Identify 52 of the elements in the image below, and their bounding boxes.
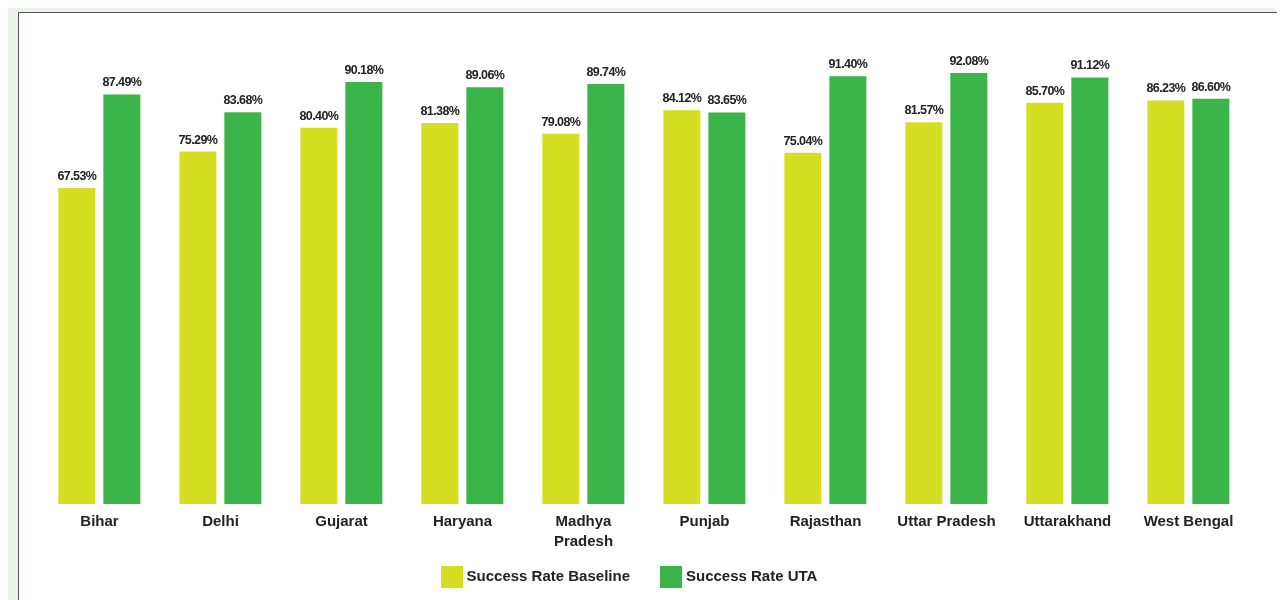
data-label: 91.12%	[1070, 58, 1110, 73]
bar	[905, 122, 943, 504]
data-label: 92.08%	[949, 54, 989, 68]
data-label: 83.68%	[223, 93, 263, 108]
data-label: 86.60%	[1191, 79, 1231, 94]
data-label: 79.08%	[541, 114, 581, 129]
bar	[466, 87, 504, 504]
bar	[1071, 77, 1109, 504]
bar	[421, 123, 459, 504]
bar	[103, 94, 141, 504]
bar	[345, 81, 383, 504]
bar	[829, 76, 867, 504]
data-label: 84.12%	[662, 91, 702, 106]
bar	[587, 83, 625, 504]
bar	[58, 187, 96, 504]
x-tick-label: West Bengal	[1143, 512, 1234, 529]
bar	[300, 127, 338, 504]
data-label: 67.53%	[57, 168, 97, 183]
x-tick-label: Madhya Pradesh	[553, 512, 614, 549]
x-tick-label: Delhi	[202, 512, 239, 529]
bar	[663, 110, 701, 504]
bar	[542, 133, 580, 504]
x-tick-label: Punjab	[679, 512, 730, 529]
data-label: 75.04%	[783, 133, 823, 148]
data-label: 91.40%	[828, 57, 868, 72]
x-tick-label: Uttarakhand	[1023, 512, 1112, 529]
legend-label: Success Rate UTA	[685, 567, 818, 585]
x-tick-label: Rajasthan	[789, 512, 862, 529]
data-label: 81.38%	[420, 104, 460, 119]
x-tick-label: Gujarat	[315, 512, 368, 529]
bar	[950, 73, 988, 504]
data-label: 85.70%	[1025, 83, 1065, 98]
x-tick-label: Bihar	[80, 512, 119, 529]
data-label: 83.65%	[707, 93, 747, 108]
data-label: 86.23%	[1146, 81, 1186, 96]
bar	[179, 151, 217, 504]
bar	[1026, 102, 1064, 504]
data-label: 80.40%	[299, 108, 339, 123]
bar	[784, 152, 822, 504]
x-tick-label: Uttar Pradesh	[897, 512, 996, 529]
legend-label: Success Rate Baseline	[466, 567, 630, 585]
data-label: 81.57%	[904, 103, 944, 118]
bar	[708, 112, 746, 504]
bar	[1192, 98, 1230, 504]
bar	[1147, 100, 1185, 504]
data-label: 90.18%	[344, 62, 384, 77]
data-label: 87.49%	[102, 75, 142, 90]
data-label: 89.74%	[586, 64, 626, 79]
x-tick-label: Haryana	[432, 512, 493, 529]
data-label: 75.29%	[178, 132, 218, 147]
bar	[224, 112, 262, 504]
data-label: 89.06%	[465, 68, 505, 83]
